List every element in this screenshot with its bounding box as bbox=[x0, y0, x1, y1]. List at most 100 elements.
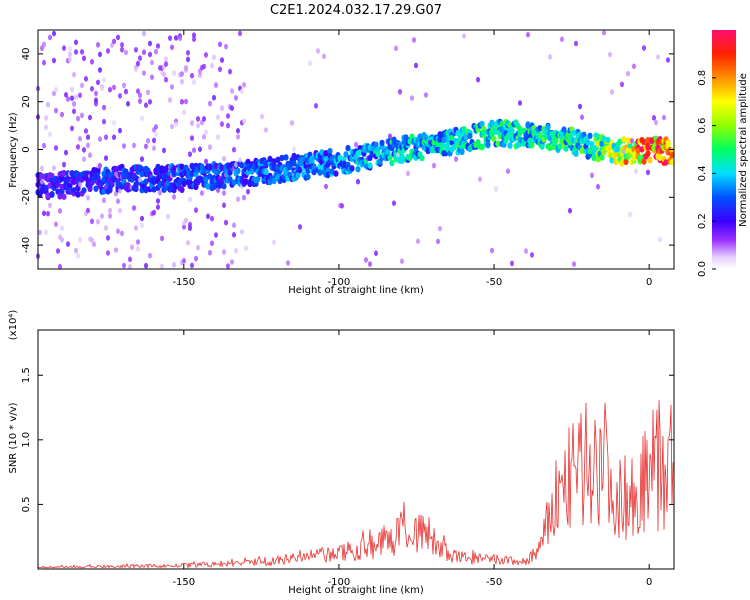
heatmap-noise-cell bbox=[196, 244, 200, 251]
heatmap-noise-cell bbox=[54, 221, 58, 228]
heatmap-noise-cell bbox=[214, 232, 218, 238]
heatmap-cell bbox=[573, 150, 579, 157]
heatmap-noise-cell bbox=[620, 81, 624, 88]
heatmap-noise-cell bbox=[156, 43, 160, 49]
heatmap-cell bbox=[437, 136, 443, 143]
heatmap-noise-cell bbox=[120, 46, 124, 53]
heatmap-noise-cell bbox=[530, 252, 534, 258]
heatmap-cell bbox=[375, 150, 381, 158]
snr-x-tick-label: -100 bbox=[328, 577, 351, 588]
heatmap-noise-cell bbox=[646, 169, 650, 176]
heatmap-noise-cell bbox=[162, 71, 166, 78]
heatmap-noise-cell bbox=[630, 138, 634, 144]
heatmap-noise-cell bbox=[136, 60, 140, 67]
heatmap-noise-cell bbox=[82, 147, 86, 153]
heatmap-noise-cell bbox=[196, 116, 200, 122]
heatmap-noise-cell bbox=[424, 92, 428, 98]
heatmap-noise-cell bbox=[244, 245, 248, 251]
heatmap-cell bbox=[211, 183, 217, 191]
snr-y-label: SNR (10 * v/v) bbox=[8, 402, 19, 473]
heatmap-noise-cell bbox=[80, 82, 84, 89]
heatmap-noise-cell bbox=[72, 71, 76, 78]
heatmap-noise-cell bbox=[70, 86, 74, 93]
heatmap-noise-cell bbox=[162, 147, 166, 154]
heatmap-cell bbox=[445, 141, 451, 148]
heatmap-cell bbox=[627, 142, 633, 149]
heatmap-noise-cell bbox=[238, 30, 242, 37]
heatmap-noise-cell bbox=[228, 68, 232, 75]
heatmap-noise-cell bbox=[52, 30, 56, 37]
heatmap-cell bbox=[417, 133, 423, 140]
heatmap-noise-cell bbox=[68, 51, 72, 58]
heatmap-cell bbox=[641, 158, 647, 165]
heatmap-cell bbox=[635, 147, 641, 154]
heatmap-noise-cell bbox=[174, 35, 178, 41]
heatmap-noise-cell bbox=[314, 103, 318, 109]
heatmap-cell bbox=[495, 140, 501, 147]
heatmap-cell bbox=[67, 182, 73, 189]
heatmap-noise-cell bbox=[610, 89, 614, 95]
heatmap-noise-cell bbox=[260, 113, 264, 120]
heatmap-cell bbox=[297, 166, 303, 174]
heatmap-cell bbox=[595, 155, 601, 163]
heatmap-noise-cell bbox=[188, 225, 192, 231]
heatmap-noise-cell bbox=[218, 41, 222, 48]
heatmap-noise-cell bbox=[56, 248, 60, 254]
heatmap-cell bbox=[325, 171, 331, 179]
heatmap-noise-cell bbox=[662, 114, 666, 121]
heatmap-noise-cell bbox=[574, 40, 578, 47]
snr-y-tick-label: 0.5 bbox=[21, 496, 32, 512]
heatmap-cell bbox=[207, 173, 213, 180]
heatmap-noise-cell bbox=[118, 93, 122, 99]
heatmap-cell bbox=[461, 126, 467, 133]
heatmap-noise-cell bbox=[634, 168, 638, 174]
heatmap-cell bbox=[71, 187, 77, 194]
heatmap-noise-cell bbox=[478, 176, 482, 183]
heatmap-cell bbox=[657, 154, 663, 161]
heatmap-noise-cell bbox=[198, 146, 202, 152]
heatmap-x-label: Height of straight line (km) bbox=[288, 285, 424, 296]
figure-title: C2E1.2024.032.17.29.G07 bbox=[270, 3, 442, 18]
heatmap-noise-cell bbox=[54, 86, 58, 93]
heatmap-cell bbox=[39, 173, 45, 180]
heatmap-noise-cell bbox=[204, 129, 208, 135]
heatmap-noise-cell bbox=[560, 36, 564, 43]
heatmap-cell bbox=[157, 181, 163, 189]
heatmap-noise-cell bbox=[148, 51, 152, 58]
heatmap-noise-cell bbox=[178, 35, 182, 42]
heatmap-noise-cell bbox=[524, 248, 528, 254]
heatmap-noise-cell bbox=[122, 143, 126, 149]
heatmap-noise-cell bbox=[52, 90, 56, 97]
heatmap-cell bbox=[81, 187, 87, 194]
heatmap-cell bbox=[491, 135, 497, 143]
heatmap-cell bbox=[93, 185, 99, 192]
heatmap-noise-cell bbox=[210, 62, 214, 69]
heatmap-cell bbox=[525, 122, 531, 129]
heatmap-noise-cell bbox=[608, 51, 612, 58]
heatmap-noise-cell bbox=[170, 84, 174, 90]
heatmap-noise-cell bbox=[108, 213, 112, 219]
heatmap-noise-cell bbox=[52, 165, 56, 171]
heatmap-noise-cell bbox=[128, 256, 132, 263]
heatmap-cell bbox=[309, 157, 315, 164]
heatmap-cell bbox=[599, 154, 605, 161]
heatmap-noise-cell bbox=[48, 202, 52, 209]
heatmap-noise-cell bbox=[220, 121, 224, 127]
heatmap-y-tick-label: 20 bbox=[21, 95, 32, 108]
heatmap-noise-cell bbox=[90, 86, 94, 92]
heatmap-noise-cell bbox=[226, 263, 230, 269]
heatmap-noise-cell bbox=[222, 190, 226, 196]
heatmap-cell bbox=[605, 136, 611, 144]
heatmap-noise-cell bbox=[222, 202, 226, 208]
heatmap-noise-cell bbox=[234, 247, 238, 254]
heatmap-noise-cell bbox=[218, 66, 222, 73]
heatmap-noise-cell bbox=[116, 228, 120, 234]
heatmap-noise-cell bbox=[220, 105, 224, 111]
heatmap-noise-cell bbox=[220, 57, 224, 63]
heatmap-noise-cell bbox=[186, 56, 190, 63]
heatmap-noise-cell bbox=[194, 207, 198, 213]
heatmap-cell bbox=[249, 168, 255, 175]
heatmap-noise-cell bbox=[138, 98, 142, 104]
heatmap-noise-cell bbox=[180, 99, 184, 105]
heatmap-noise-cell bbox=[126, 101, 130, 107]
